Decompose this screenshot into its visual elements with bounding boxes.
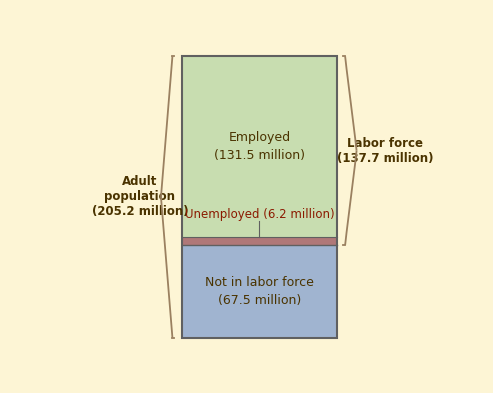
Text: (131.5 million): (131.5 million) — [214, 149, 305, 162]
Bar — [182, 237, 337, 245]
Text: Labor force
(137.7 million): Labor force (137.7 million) — [337, 137, 433, 165]
Bar — [182, 56, 337, 237]
Text: Employed: Employed — [228, 131, 290, 144]
Text: (67.5 million): (67.5 million) — [218, 294, 301, 307]
Bar — [182, 245, 337, 338]
Text: Not in labor force: Not in labor force — [205, 276, 314, 289]
Text: Adult
population
(205.2 million): Adult population (205.2 million) — [92, 175, 188, 219]
Bar — [182, 56, 337, 338]
Text: Unemployed (6.2 million): Unemployed (6.2 million) — [184, 208, 334, 222]
